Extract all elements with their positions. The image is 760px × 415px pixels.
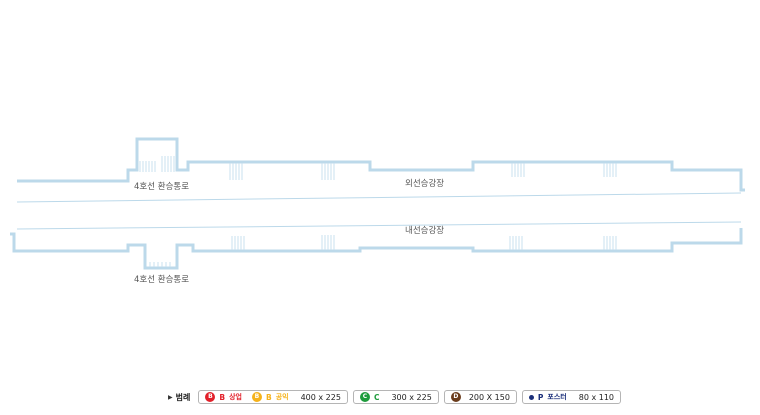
d-size: 200 X 150	[468, 392, 510, 402]
inner-platform-wall	[10, 228, 743, 270]
label-transfer-bottom: 4호선 환승통로	[134, 274, 189, 285]
b-commercial-code: B	[219, 392, 226, 402]
b-public-icon: B	[251, 392, 262, 402]
legend-item-c: C C 300 x 225	[352, 390, 439, 404]
legend-title: ▶ 범례	[168, 392, 190, 403]
stairs-bottom-transfer	[149, 262, 171, 267]
stairs-bottom-4	[603, 236, 617, 250]
outer-track-line	[16, 192, 742, 203]
stairs-top-1	[229, 163, 243, 180]
stairs-bottom-1	[231, 236, 245, 250]
b-size: 400 x 225	[300, 392, 341, 402]
legend-title-text: 범례	[175, 392, 191, 402]
p-sub: 포스터	[547, 393, 567, 401]
b-commercial-icon: B	[205, 392, 216, 402]
stairs-top-transfer	[139, 156, 175, 172]
stairs-top-3	[511, 163, 525, 177]
legend-item-p: P 포스터 80 x 110	[521, 390, 622, 404]
p-code: P	[537, 392, 544, 402]
legend-item-b: B B 상업 B B 공익 400 x 225	[198, 390, 348, 404]
triangle-right-icon: ▶	[168, 393, 173, 401]
stairs-top-4	[603, 163, 617, 177]
b-public-code: B	[265, 392, 272, 402]
stairs-top-2	[321, 163, 335, 180]
b-commercial-sub: 상업	[229, 393, 242, 401]
b-public-sub: 공익	[275, 393, 289, 401]
c-icon: C	[359, 392, 370, 402]
label-outer-platform: 외선승강장	[405, 178, 444, 189]
d-icon: D	[450, 392, 461, 402]
c-size: 300 x 225	[391, 392, 432, 402]
c-code: C	[373, 392, 380, 402]
stairs-bottom-3	[509, 236, 523, 250]
p-size: 80 x 110	[578, 392, 615, 402]
label-inner-platform: 내선승강장	[405, 225, 444, 236]
legend: ▶ 범례 B B 상업 B B 공익 400 x 225 C C 300 x 2…	[168, 390, 622, 404]
station-map: 4호선 환승통로 외선승강장 내선승강장 4호선 환승통로	[10, 137, 745, 285]
inner-track-line	[16, 221, 742, 230]
stairs-bottom-2	[321, 235, 335, 250]
poster-dot-icon	[528, 394, 534, 400]
label-transfer-top: 4호선 환승통로	[134, 181, 189, 192]
legend-item-d: D 200 X 150	[443, 390, 517, 404]
outer-platform-wall	[17, 137, 745, 192]
